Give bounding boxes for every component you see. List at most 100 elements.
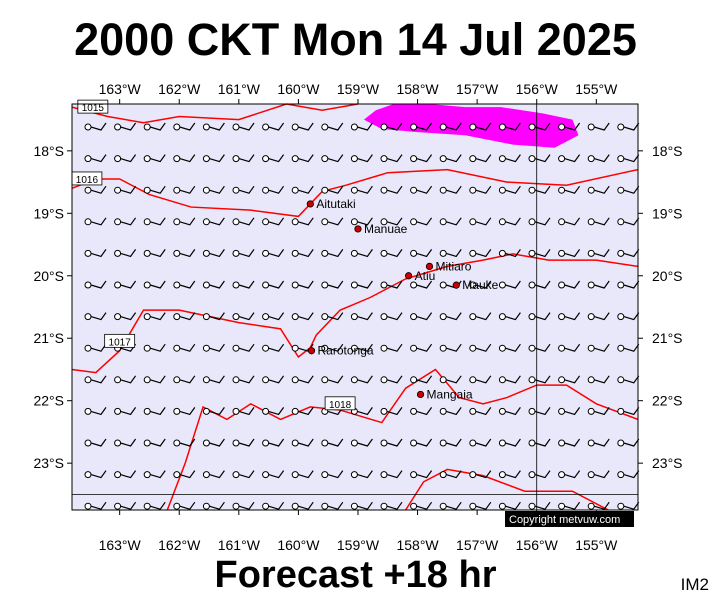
wind-barb [291,154,314,163]
wind-barb [558,280,581,289]
svg-text:1015: 1015 [82,103,105,114]
wind-barb [469,407,492,416]
wind-barb [143,343,166,352]
wind-barb [114,407,137,416]
wind-barb [114,280,137,289]
wind-barb [232,154,255,163]
wind-barb [469,217,492,226]
wind-barb [84,280,107,289]
wind-barb [558,501,581,510]
lat-tick-label-left: 19°S [33,205,64,221]
wind-barb [439,375,462,384]
isobar-line [405,468,609,511]
wind-barb [143,185,166,194]
wind-barb [439,343,462,352]
wind-barb [173,312,196,321]
map-background [72,104,638,510]
wind-barb [262,154,285,163]
lon-tick-label-bottom: 162°W [158,537,201,553]
wind-barb [143,501,166,510]
wind-barb [173,438,196,447]
place-label: Rarotonga [318,344,374,358]
wind-barb [84,249,107,258]
wind-barb [321,280,344,289]
wind-barb [173,154,196,163]
wind-barb [380,185,403,194]
wind-barb [558,185,581,194]
svg-text:1016: 1016 [76,175,99,186]
copyright-text: Copyright metvuw.com [509,514,620,526]
lat-tick-label-right: 21°S [652,330,683,346]
wind-barb [498,249,521,258]
wind-barb [617,185,640,194]
wind-barb [143,249,166,258]
isobar-line [166,368,639,511]
wind-barb [262,185,285,194]
wind-barb [469,343,492,352]
wind-barb [143,217,166,226]
wind-barbs [84,122,640,510]
wind-barb [232,312,255,321]
wind-barb [84,312,107,321]
wind-barb [528,154,551,163]
wind-barb [84,438,107,447]
wind-barb [528,438,551,447]
wind-barb [380,343,403,352]
wind-barb [617,122,640,131]
wind-barb [321,185,344,194]
wind-barb [173,375,196,384]
wind-barb [232,470,255,479]
wind-barb [350,249,373,258]
page-title: 2000 CKT Mon 14 Jul 2025 [74,14,637,65]
wind-barb [528,501,551,510]
wind-barb [410,343,433,352]
wind-barb [587,280,610,289]
wind-barb [232,249,255,258]
lon-tick-label-top: 156°W [516,81,559,97]
wind-barb [84,122,107,131]
wind-barb [321,122,344,131]
wind-barb [202,343,225,352]
wind-barb [410,280,433,289]
wind-barb [617,375,640,384]
wind-barb [380,217,403,226]
place-marker: Mangaia [416,387,473,401]
wind-barb [439,470,462,479]
wind-barb [291,470,314,479]
place-marker: Mauke [452,278,499,292]
svg-text:1018: 1018 [329,400,352,411]
wind-barb [380,438,403,447]
wind-barb [498,438,521,447]
wind-barb [232,343,255,352]
wind-barb [202,470,225,479]
wind-barb [114,501,137,510]
wind-barb [202,154,225,163]
wind-barb [587,154,610,163]
wind-barb [114,185,137,194]
wind-barb [173,185,196,194]
wind-barb [291,438,314,447]
place-label: Aitutaki [316,197,355,211]
wind-barb [498,312,521,321]
wind-barb [114,154,137,163]
place-marker: Aitutaki [306,197,356,211]
wind-barb [321,470,344,479]
wind-barb [202,185,225,194]
wind-barb [291,122,314,131]
lon-tick-label-top: 157°W [456,81,499,97]
wind-barb [558,470,581,479]
wind-barb [350,343,373,352]
wind-barb [114,217,137,226]
wind-barb [498,407,521,416]
wind-barb [232,407,255,416]
wind-barb [321,343,344,352]
wind-barb [173,343,196,352]
wind-barb [498,217,521,226]
wind-barb [262,407,285,416]
wind-barb [202,407,225,416]
place-label: Mauke [462,278,498,292]
lat-tick-label-left: 18°S [33,143,64,159]
wind-barb [587,217,610,226]
wind-barb [291,375,314,384]
wind-barb [350,217,373,226]
